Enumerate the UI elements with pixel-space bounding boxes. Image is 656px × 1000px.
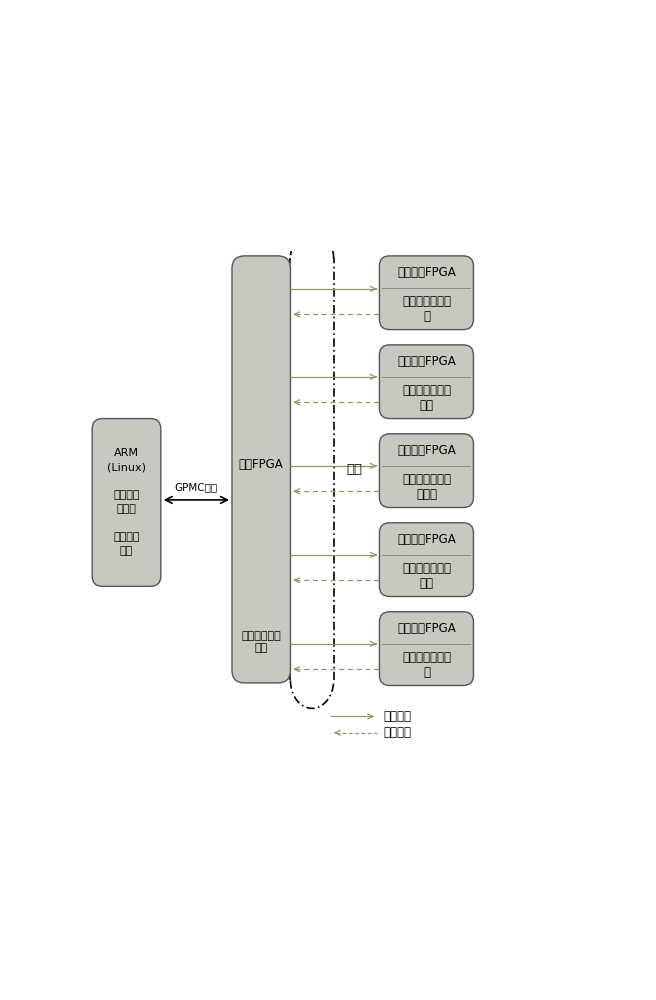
Text: 第二分控FPGA: 第二分控FPGA (397, 355, 456, 368)
FancyBboxPatch shape (92, 419, 161, 586)
Text: ARM
(Linux)

人机交互
模块、

对外通信
模块: ARM (Linux) 人机交互 模块、 对外通信 模块 (107, 448, 146, 556)
FancyBboxPatch shape (379, 256, 474, 330)
Text: 停车平台分控模
块: 停车平台分控模 块 (402, 295, 451, 323)
FancyBboxPatch shape (379, 434, 474, 508)
Text: 电池仓升降机分
控模块: 电池仓升降机分 控模块 (402, 473, 451, 501)
Text: 主控FPGA: 主控FPGA (239, 458, 283, 471)
FancyBboxPatch shape (379, 523, 474, 597)
Text: 第五分控FPGA: 第五分控FPGA (397, 622, 456, 635)
Text: 第四分控FPGA: 第四分控FPGA (397, 533, 456, 546)
Text: 电池存储架分控
模块: 电池存储架分控 模块 (402, 562, 451, 590)
Text: 光纤: 光纤 (346, 463, 362, 476)
Text: 状态信息: 状态信息 (383, 726, 411, 739)
Text: 第三分控FPGA: 第三分控FPGA (397, 444, 456, 457)
Text: 总体逻辑控制
模块: 总体逻辑控制 模块 (241, 631, 281, 653)
FancyBboxPatch shape (379, 612, 474, 685)
Text: 辅助设备分控模
块: 辅助设备分控模 块 (402, 651, 451, 679)
Text: 取换电小车分控
模块: 取换电小车分控 模块 (402, 384, 451, 412)
Text: GPMC总线: GPMC总线 (175, 482, 218, 492)
Text: 第一分控FPGA: 第一分控FPGA (397, 266, 456, 279)
Text: 控制命令: 控制命令 (383, 710, 411, 723)
FancyBboxPatch shape (379, 345, 474, 419)
FancyBboxPatch shape (232, 256, 291, 683)
